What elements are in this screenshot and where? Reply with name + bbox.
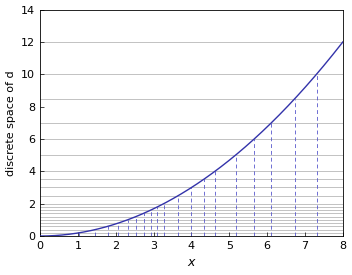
X-axis label: x: x: [188, 257, 195, 269]
Y-axis label: discrete space of d: discrete space of d: [6, 70, 15, 176]
